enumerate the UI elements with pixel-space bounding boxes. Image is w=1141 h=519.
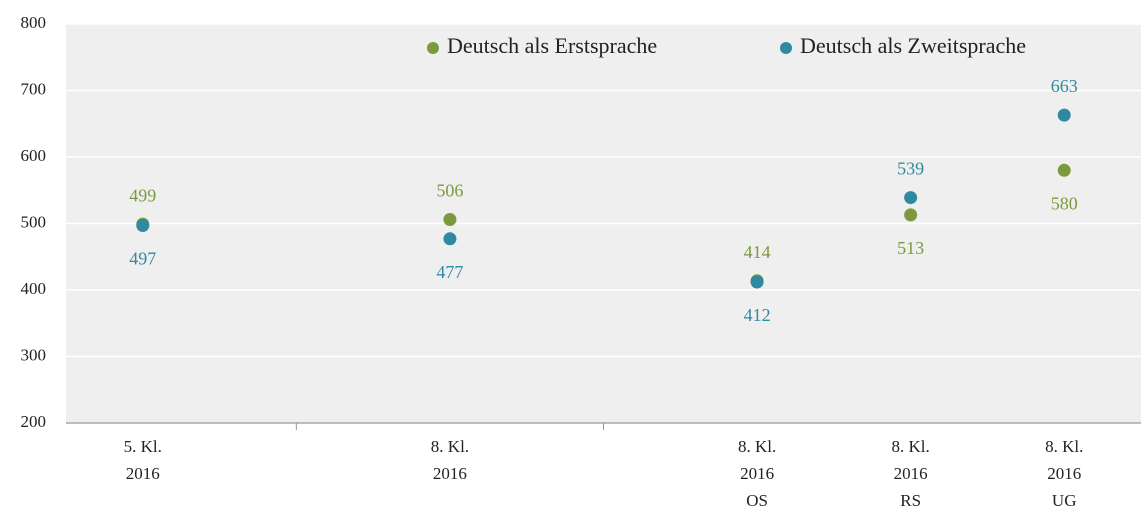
x-tick-label: OS	[746, 491, 768, 510]
legend-label: Deutsch als Zweitsprache	[800, 33, 1026, 58]
legend-marker	[427, 42, 439, 54]
y-tick-label: 200	[21, 412, 47, 431]
x-tick-label: 2016	[894, 464, 928, 483]
x-tick-label: 2016	[740, 464, 774, 483]
dot	[443, 232, 457, 246]
legend-label: Deutsch als Erstsprache	[447, 33, 657, 58]
data-label: 513	[897, 238, 924, 258]
dot	[904, 191, 918, 205]
y-tick-label: 700	[21, 79, 47, 98]
data-label: 663	[1051, 76, 1078, 96]
x-tick-label: 8. Kl.	[738, 437, 776, 456]
data-label: 414	[744, 242, 771, 262]
x-tick-label: UG	[1052, 491, 1077, 510]
legend-marker	[780, 42, 792, 54]
data-label: 506	[436, 181, 463, 201]
data-label: 412	[744, 305, 771, 325]
x-tick-label: 8. Kl.	[1045, 437, 1083, 456]
x-tick-label: 2016	[433, 464, 467, 483]
data-label: 477	[436, 262, 463, 282]
data-label: 539	[897, 159, 924, 179]
x-tick-label: 2016	[126, 464, 160, 483]
y-tick-label: 500	[21, 212, 47, 231]
y-tick-label: 300	[21, 345, 47, 364]
y-tick-label: 800	[21, 13, 47, 32]
x-tick-label: 8. Kl.	[431, 437, 469, 456]
data-label: 499	[129, 185, 156, 205]
dot	[1057, 108, 1071, 122]
data-label: 580	[1051, 193, 1078, 213]
x-tick-label: 5. Kl.	[124, 437, 162, 456]
data-label: 497	[129, 249, 156, 269]
dot	[750, 275, 764, 289]
y-tick-label: 600	[21, 146, 47, 165]
dot	[1057, 163, 1071, 177]
dot	[904, 208, 918, 222]
x-tick-label: 2016	[1047, 464, 1081, 483]
x-tick-label: RS	[900, 491, 921, 510]
y-tick-label: 400	[21, 279, 47, 298]
x-tick-label: 8. Kl.	[892, 437, 930, 456]
dot	[443, 213, 457, 227]
dot	[136, 218, 150, 232]
